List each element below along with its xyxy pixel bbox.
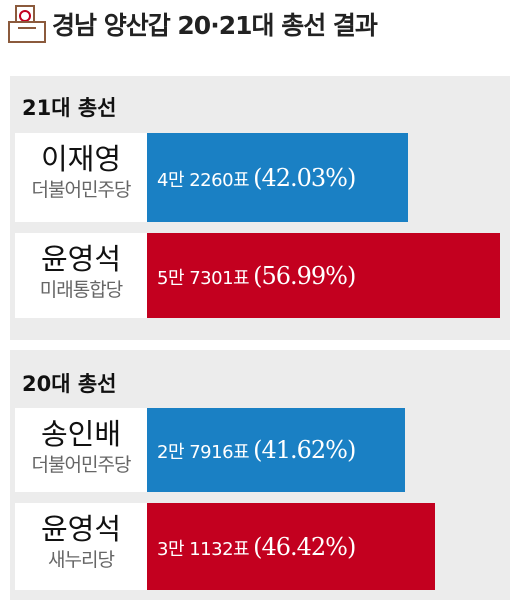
bar: 2만 7916표 (41.62%) <box>147 408 406 492</box>
bar: 5만 7301표 (56.99%) <box>147 233 501 318</box>
bar-label: 5만 7301표 (56.99%) <box>157 261 356 290</box>
party-name: 더불어민주당 <box>31 454 132 476</box>
bar-label: 4만 2260표 (42.03%) <box>157 163 356 192</box>
party-name: 새누리당 <box>48 549 115 571</box>
party-name: 미래통합당 <box>39 279 123 301</box>
percentage: (46.42%) <box>253 532 356 561</box>
title: 경남 양산갑 20·21대 총선 결과 <box>52 11 378 40</box>
candidate-name: 윤영석 <box>40 512 122 546</box>
percentage: (56.99%) <box>253 261 356 290</box>
candidate-name: 송인배 <box>40 417 122 451</box>
vote-count: 4만 2260표 <box>157 169 250 191</box>
vote-count: 2만 7916표 <box>157 442 250 463</box>
candidate-name: 이재영 <box>40 142 122 176</box>
section-title: 21대 총선 <box>22 96 117 120</box>
bar: 4만 2260표 (42.03%) <box>147 133 408 222</box>
bar-label: 3만 1132표 (46.42%) <box>157 532 356 561</box>
candidate-name: 윤영석 <box>40 242 122 276</box>
vote-count: 3만 1132표 <box>157 538 250 560</box>
section-title: 20대 총선 <box>22 372 117 396</box>
percentage: (42.03%) <box>253 163 356 192</box>
vote-count: 5만 7301표 <box>157 267 250 289</box>
ballot-icon <box>8 5 46 43</box>
percentage: (41.62%) <box>253 436 356 464</box>
bar: 3만 1132표 (46.42%) <box>147 503 435 590</box>
party-name: 더불어민주당 <box>31 179 132 201</box>
bar-label: 2만 7916표 (41.62%) <box>157 436 356 464</box>
